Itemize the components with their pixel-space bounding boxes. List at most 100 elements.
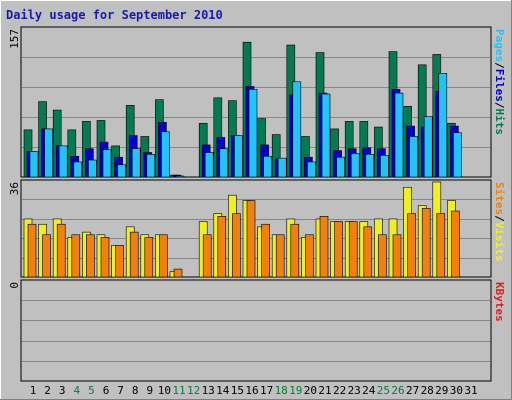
bar-sites-day-15 [232, 213, 241, 278]
legend-label-part: Pages [493, 29, 506, 62]
legend-label-part: Sites [493, 182, 506, 215]
panel-hits-files-pages: 157 Pages/Files/Hits [8, 26, 506, 178]
x-tick-label-day-6: 6 [103, 384, 110, 397]
bar-sites-day-30 [451, 210, 460, 278]
bar-sites-day-26 [392, 234, 402, 278]
bar-sites-day-16 [246, 200, 256, 278]
x-tick-label-day-2: 2 [44, 384, 51, 397]
x-tick-label-day-13: 13 [202, 384, 215, 397]
bar-pages-day-18 [277, 157, 287, 178]
legend-label-part: KBytes [493, 282, 506, 322]
legend-label-part: Visits [493, 222, 506, 262]
bar-pages-day-13 [204, 152, 214, 178]
bar-pages-day-20 [307, 161, 316, 178]
bar-sites-day-2 [42, 234, 51, 278]
bar-pages-day-23 [350, 153, 360, 178]
x-tick-label-day-29: 29 [435, 384, 448, 397]
bar-sites-day-20 [305, 234, 314, 278]
bar-pages-day-3 [58, 145, 68, 178]
bar-sites-day-24 [363, 226, 373, 278]
x-tick-label-day-12: 12 [187, 384, 200, 397]
bar-pages-day-19 [292, 81, 302, 178]
x-tick-label-day-31: 31 [464, 384, 477, 397]
bar-pages-day-15 [234, 135, 243, 178]
x-tick-label-day-28: 28 [421, 384, 434, 397]
x-tick-label-day-14: 14 [216, 384, 230, 397]
bar-pages-day-24 [365, 154, 375, 178]
x-tick-label-day-7: 7 [117, 384, 124, 397]
x-tick-label-day-26: 26 [391, 384, 404, 397]
x-tick-label-day-22: 22 [333, 384, 346, 397]
bar-pages-day-5 [88, 159, 97, 178]
bar-sites-day-4 [71, 234, 81, 278]
x-tick-label-day-9: 9 [146, 384, 153, 397]
bar-sites-day-17 [261, 223, 270, 278]
bar-pages-day-21 [321, 93, 331, 178]
bar-pages-day-25 [380, 155, 389, 178]
x-tick-label-day-23: 23 [348, 384, 361, 397]
bar-pages-day-11 [175, 175, 185, 178]
bar-sites-day-6 [100, 237, 110, 278]
bar-pages-day-26 [394, 92, 404, 178]
bar-sites-day-22 [334, 221, 343, 278]
bar-pages-day-2 [44, 128, 53, 178]
bar-sites-day-9 [144, 237, 154, 278]
legend-label: Pages/Files/Hits [493, 29, 506, 135]
bar-sites-day-28 [421, 208, 431, 278]
legend-label-part: / [493, 102, 506, 109]
bar-sites-day-19 [290, 223, 300, 278]
bar-pages-day-6 [102, 149, 112, 178]
series-pages [29, 73, 462, 178]
bar-pages-day-17 [263, 155, 272, 178]
bar-sites-day-25 [378, 234, 387, 278]
x-tick-label-day-16: 16 [245, 384, 258, 397]
bar-pages-day-30 [453, 132, 462, 178]
x-axis-labels: 1 2 3 4 5 6 7 8 9 10 11 12 13 14 15 16 17 18 19 20 21 22 23 24 2… [30, 384, 478, 397]
legend-label-part: Hits [493, 109, 506, 136]
bar-pages-day-4 [73, 161, 83, 178]
bar-sites-day-11 [173, 268, 183, 278]
x-tick-label-day-1: 1 [30, 384, 37, 397]
x-tick-label-day-3: 3 [59, 384, 66, 397]
legend-label-part: / [493, 62, 506, 69]
bar-sites-day-13 [202, 234, 212, 278]
series-sites [27, 200, 460, 278]
bar-pages-day-22 [336, 156, 345, 178]
bar-sites-day-14 [217, 216, 227, 278]
legend-label-part: Files [493, 69, 506, 102]
bar-pages-day-16 [248, 89, 258, 178]
bar-pages-day-27 [409, 136, 418, 178]
y-axis-max-label: 157 [8, 29, 21, 49]
bar-sites-day-5 [86, 234, 95, 278]
x-tick-label-day-17: 17 [260, 384, 273, 397]
chart-title: Daily usage for September 2010 [6, 8, 223, 22]
x-tick-label-day-21: 21 [318, 384, 331, 397]
bar-sites-day-18 [275, 234, 285, 278]
x-tick-label-day-5: 5 [88, 384, 95, 397]
bar-sites-day-29 [436, 213, 446, 278]
bar-pages-day-8 [131, 148, 141, 178]
bar-sites-day-10 [159, 234, 168, 278]
bar-pages-day-14 [219, 148, 229, 178]
bar-sites-day-23 [348, 221, 358, 278]
x-tick-label-day-8: 8 [132, 384, 139, 397]
bar-sites-day-7 [115, 245, 124, 278]
x-tick-label-day-10: 10 [158, 384, 171, 397]
bar-pages-day-7 [117, 164, 126, 178]
x-tick-label-day-30: 30 [450, 384, 463, 397]
panel-plot-area [20, 279, 492, 382]
bar-pages-day-9 [146, 154, 156, 178]
x-tick-label-day-25: 25 [377, 384, 390, 397]
bar-pages-day-29 [438, 73, 448, 178]
bar-pages-day-28 [423, 116, 433, 178]
bar-sites-day-27 [407, 213, 416, 278]
bar-sites-day-1 [27, 223, 37, 278]
y-axis-max-label: 0 [8, 282, 21, 289]
panel-kbytes: 0 KBytes [8, 279, 506, 382]
bar-pages-day-1 [29, 151, 39, 178]
x-tick-label-day-15: 15 [231, 384, 244, 397]
x-tick-label-day-20: 20 [304, 384, 317, 397]
x-tick-label-day-18: 18 [275, 384, 288, 397]
